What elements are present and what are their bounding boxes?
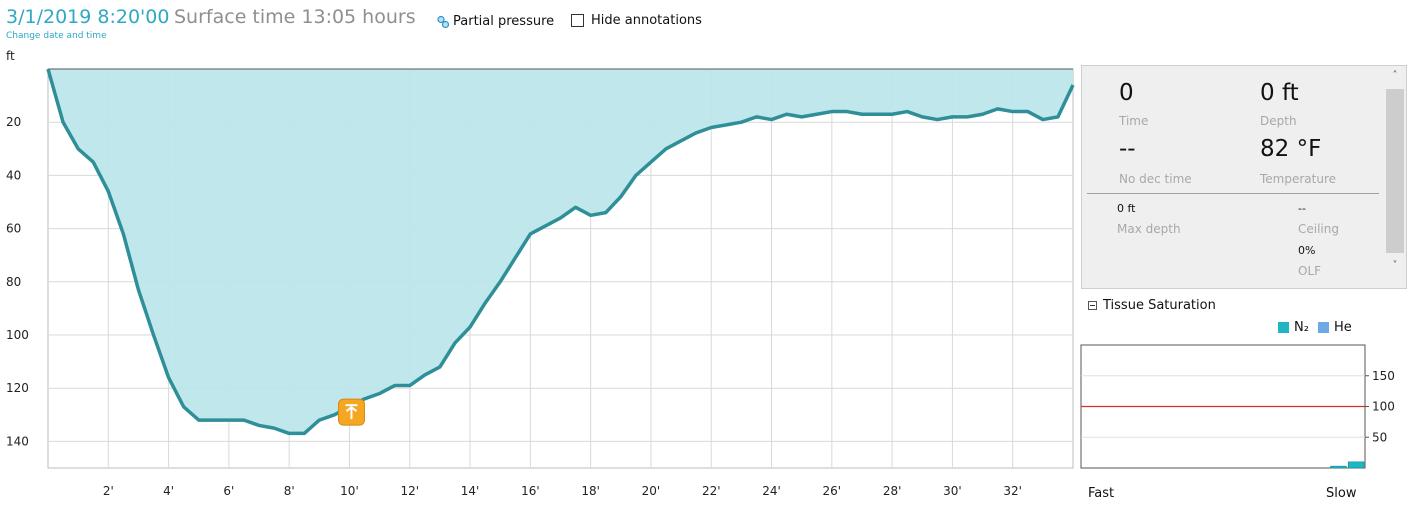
x-tick-label: 28' bbox=[883, 484, 902, 498]
ceiling-label: Ceiling bbox=[1298, 222, 1339, 236]
legend-he: He bbox=[1333, 320, 1352, 335]
x-tick-label: 32' bbox=[1003, 484, 1022, 498]
dive-info-panel: 0 Time 0 ft Depth -- No dec time 82 °F T… bbox=[1081, 65, 1407, 289]
scroll-up-icon[interactable]: ˄ bbox=[1392, 70, 1398, 81]
n2-swatch bbox=[1278, 322, 1289, 333]
no-dec-time-value: -- bbox=[1119, 136, 1136, 162]
x-tick-label: 12' bbox=[400, 484, 419, 498]
n2-bar bbox=[1347, 461, 1365, 469]
x-tick-label: 4' bbox=[163, 484, 174, 498]
x-tick-label: 10' bbox=[340, 484, 359, 498]
legend-n2: N₂ bbox=[1294, 320, 1309, 335]
dive-profile-chart[interactable]: 2' 4' 6' 8' 10' 12' 14' 16' 18' 20' 22' 24' 26' 28' 30… bbox=[0, 0, 1080, 514]
temperature-label: Temperature bbox=[1260, 172, 1337, 186]
tissue-legend: N₂ He bbox=[1278, 320, 1352, 335]
x-tick-label: 8' bbox=[284, 484, 295, 498]
olf-label: OLF bbox=[1298, 264, 1322, 278]
ceiling-value: -- bbox=[1298, 202, 1306, 215]
marker-arrow bbox=[345, 405, 358, 420]
y-tick-label: 20 bbox=[6, 115, 21, 129]
partial-pressure-label: Partial pressure bbox=[453, 14, 555, 29]
tissue-tick-label: 100 bbox=[1372, 400, 1395, 414]
y-unit-label: ft bbox=[6, 49, 15, 63]
tissue-saturation-title: Tissue Saturation bbox=[1103, 298, 1216, 313]
time-value: 0 bbox=[1119, 80, 1134, 106]
he-swatch bbox=[1317, 322, 1329, 333]
x-tick-label: 16' bbox=[521, 484, 540, 498]
x-tick-label: 24' bbox=[762, 484, 781, 498]
tissue-saturation-toggle[interactable]: Tissue Saturation bbox=[1088, 298, 1216, 313]
x-tick-label: 2' bbox=[103, 484, 114, 498]
depth-value: 0 ft bbox=[1260, 80, 1299, 106]
y-tick-label: 120 bbox=[6, 381, 29, 395]
time-label: Time bbox=[1119, 114, 1149, 128]
y-tick-label: 100 bbox=[6, 328, 29, 342]
info-scrollbar[interactable]: ˄ ˅ bbox=[1382, 66, 1406, 288]
checkbox-box[interactable] bbox=[571, 14, 584, 27]
x-tick-label: 26' bbox=[823, 484, 842, 498]
ascent-marker-icon[interactable] bbox=[337, 398, 365, 426]
x-tick-label: 18' bbox=[581, 484, 600, 498]
bubbles-icon bbox=[437, 15, 450, 28]
scroll-down-icon[interactable]: ˅ bbox=[1392, 260, 1398, 271]
y-tick-label: 80 bbox=[6, 275, 21, 289]
collapse-icon[interactable] bbox=[1088, 301, 1097, 310]
x-tick-label: 30' bbox=[943, 484, 962, 498]
depth-profile-line bbox=[46, 68, 1075, 436]
max-depth-label: Max depth bbox=[1117, 222, 1181, 236]
fast-label: Fast bbox=[1088, 486, 1115, 501]
tissue-saturation-chart: 150 100 50 bbox=[1080, 344, 1395, 469]
temperature-value: 82 °F bbox=[1260, 136, 1322, 162]
change-date-time-link[interactable]: Change date and time bbox=[6, 31, 107, 41]
surface-time: Surface time 13:05 hours bbox=[174, 6, 416, 28]
hide-annotations-label: Hide annotations bbox=[591, 13, 702, 28]
y-tick-label: 40 bbox=[6, 168, 21, 182]
no-dec-time-label: No dec time bbox=[1119, 172, 1192, 186]
n2-bar bbox=[1330, 465, 1347, 469]
partial-pressure-button[interactable]: Partial pressure bbox=[436, 14, 554, 29]
info-divider bbox=[1087, 193, 1379, 194]
x-tick-label: 14' bbox=[461, 484, 480, 498]
x-tick-label: 20' bbox=[642, 484, 661, 498]
y-tick-label: 60 bbox=[6, 222, 21, 236]
tissue-tick-label: 150 bbox=[1372, 369, 1395, 383]
depth-area-fill bbox=[48, 69, 1073, 434]
x-tick-label: 6' bbox=[223, 484, 234, 498]
y-tick-label: 140 bbox=[6, 434, 29, 448]
depth-label: Depth bbox=[1260, 114, 1297, 128]
tissue-tick-label: 50 bbox=[1372, 430, 1387, 444]
dive-date-time: 3/1/2019 8:20'00 bbox=[6, 6, 170, 28]
x-tick-label: 22' bbox=[702, 484, 721, 498]
slow-label: Slow bbox=[1326, 486, 1357, 501]
olf-value: 0% bbox=[1298, 244, 1316, 257]
scrollbar-thumb[interactable] bbox=[1386, 89, 1404, 253]
hide-annotations-checkbox[interactable]: Hide annotations bbox=[571, 13, 702, 28]
max-depth-value: 0 ft bbox=[1117, 202, 1136, 215]
